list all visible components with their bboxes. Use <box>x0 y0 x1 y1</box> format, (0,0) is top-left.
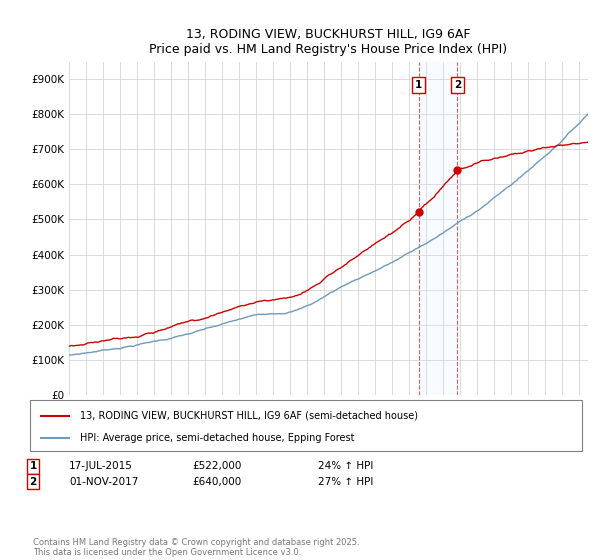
Text: 13, RODING VIEW, BUCKHURST HILL, IG9 6AF (semi-detached house): 13, RODING VIEW, BUCKHURST HILL, IG9 6AF… <box>80 410 418 421</box>
Text: 17-JUL-2015: 17-JUL-2015 <box>69 461 133 472</box>
Title: 13, RODING VIEW, BUCKHURST HILL, IG9 6AF
Price paid vs. HM Land Registry's House: 13, RODING VIEW, BUCKHURST HILL, IG9 6AF… <box>149 28 508 56</box>
Text: Contains HM Land Registry data © Crown copyright and database right 2025.
This d: Contains HM Land Registry data © Crown c… <box>33 538 359 557</box>
Text: 2: 2 <box>29 477 37 487</box>
Text: £640,000: £640,000 <box>192 477 241 487</box>
Text: 24% ↑ HPI: 24% ↑ HPI <box>318 461 373 472</box>
Text: HPI: Average price, semi-detached house, Epping Forest: HPI: Average price, semi-detached house,… <box>80 433 354 443</box>
Text: 1: 1 <box>29 461 37 472</box>
Text: 2: 2 <box>454 80 461 90</box>
Text: £522,000: £522,000 <box>192 461 241 472</box>
Text: 27% ↑ HPI: 27% ↑ HPI <box>318 477 373 487</box>
Text: 1: 1 <box>415 80 422 90</box>
FancyBboxPatch shape <box>30 400 582 451</box>
Text: 01-NOV-2017: 01-NOV-2017 <box>69 477 139 487</box>
Bar <box>419 62 457 395</box>
